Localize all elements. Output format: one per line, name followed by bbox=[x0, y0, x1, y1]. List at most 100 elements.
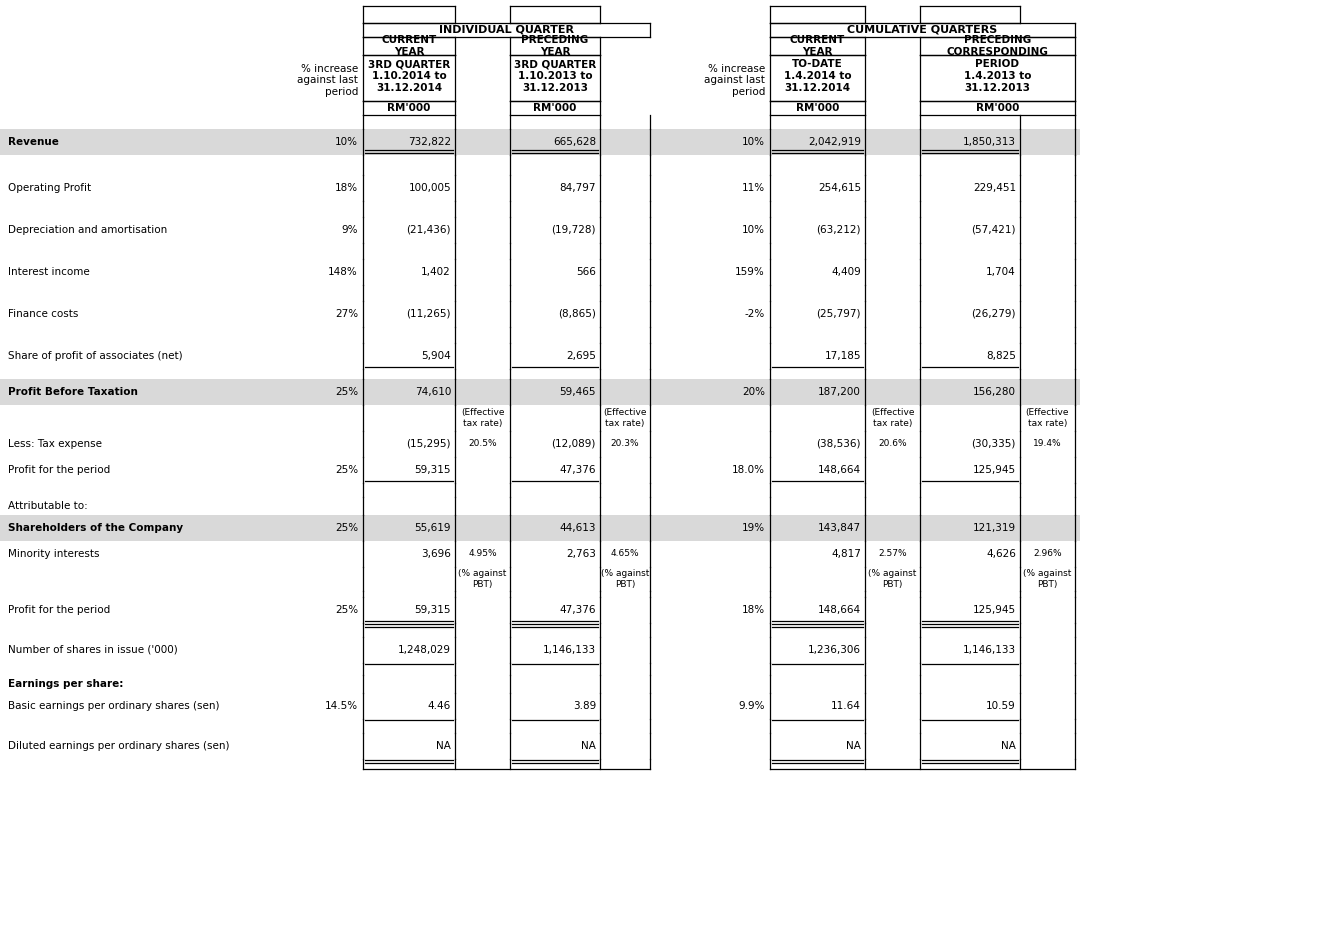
Text: RM'000: RM'000 bbox=[795, 103, 839, 113]
Bar bbox=[510, 101, 601, 115]
Text: 159%: 159% bbox=[735, 267, 765, 277]
Text: (% against
PBT): (% against PBT) bbox=[868, 570, 917, 589]
Text: Share of profit of associates (net): Share of profit of associates (net) bbox=[8, 351, 183, 361]
Text: PRECEDING
CORRESPONDING: PRECEDING CORRESPONDING bbox=[947, 35, 1048, 57]
Text: Number of shares in issue ('000): Number of shares in issue ('000) bbox=[8, 645, 178, 655]
Bar bbox=[921, 101, 1075, 115]
Text: NA: NA bbox=[581, 741, 597, 751]
Bar bbox=[0, 515, 1080, 541]
Text: (63,212): (63,212) bbox=[817, 225, 861, 235]
Text: 11.64: 11.64 bbox=[831, 701, 861, 711]
Text: 148,664: 148,664 bbox=[818, 605, 861, 615]
Text: 732,822: 732,822 bbox=[408, 137, 450, 147]
Text: INDIVIDUAL QUARTER: INDIVIDUAL QUARTER bbox=[439, 25, 574, 35]
Text: 44,613: 44,613 bbox=[560, 523, 597, 533]
Text: Profit for the period: Profit for the period bbox=[8, 605, 111, 615]
Bar bbox=[0, 379, 1080, 405]
Text: 10.59: 10.59 bbox=[986, 701, 1015, 711]
Text: (8,865): (8,865) bbox=[558, 309, 597, 319]
Text: 74,610: 74,610 bbox=[415, 387, 450, 397]
Text: Attributable to:: Attributable to: bbox=[8, 501, 88, 511]
Text: NA: NA bbox=[1001, 741, 1015, 751]
Text: 14.5%: 14.5% bbox=[325, 701, 358, 711]
Text: 665,628: 665,628 bbox=[553, 137, 597, 147]
Text: (% against
PBT): (% against PBT) bbox=[458, 570, 507, 589]
Text: 1,704: 1,704 bbox=[986, 267, 1015, 277]
Text: (12,089): (12,089) bbox=[552, 439, 597, 449]
Text: 2,695: 2,695 bbox=[566, 351, 597, 361]
Text: TO-DATE
1.4.2014 to
31.12.2014: TO-DATE 1.4.2014 to 31.12.2014 bbox=[784, 59, 851, 92]
Text: (19,728): (19,728) bbox=[552, 225, 597, 235]
Text: (Effective
tax rate): (Effective tax rate) bbox=[871, 408, 914, 428]
Text: Less: Tax expense: Less: Tax expense bbox=[8, 439, 101, 449]
Text: 25%: 25% bbox=[335, 523, 358, 533]
Text: 148%: 148% bbox=[328, 267, 358, 277]
Bar bbox=[770, 6, 865, 23]
Text: 18.0%: 18.0% bbox=[732, 465, 765, 475]
Text: CURRENT
YEAR: CURRENT YEAR bbox=[382, 35, 437, 57]
Text: 566: 566 bbox=[576, 267, 597, 277]
Text: 10%: 10% bbox=[741, 137, 765, 147]
Text: 20.3%: 20.3% bbox=[611, 439, 639, 449]
Text: 4,626: 4,626 bbox=[986, 549, 1015, 559]
Text: PRECEDING
YEAR: PRECEDING YEAR bbox=[522, 35, 589, 57]
Text: -2%: -2% bbox=[744, 309, 765, 319]
Text: RM'000: RM'000 bbox=[533, 103, 577, 113]
Text: 1,146,133: 1,146,133 bbox=[963, 645, 1015, 655]
Text: 4.46: 4.46 bbox=[428, 701, 450, 711]
Bar bbox=[0, 129, 1080, 155]
Text: Shareholders of the Company: Shareholders of the Company bbox=[8, 523, 183, 533]
Text: PERIOD
1.4.2013 to
31.12.2013: PERIOD 1.4.2013 to 31.12.2013 bbox=[964, 59, 1031, 92]
Text: 9%: 9% bbox=[341, 225, 358, 235]
Bar bbox=[363, 6, 454, 23]
Text: 2,042,919: 2,042,919 bbox=[809, 137, 861, 147]
Text: % increase
against last
period: % increase against last period bbox=[705, 64, 765, 97]
Text: 17,185: 17,185 bbox=[824, 351, 861, 361]
Bar bbox=[363, 55, 454, 101]
Text: (25,797): (25,797) bbox=[817, 309, 861, 319]
Bar bbox=[363, 23, 651, 37]
Text: Profit Before Taxation: Profit Before Taxation bbox=[8, 387, 138, 397]
Text: 125,945: 125,945 bbox=[973, 465, 1015, 475]
Text: RM'000: RM'000 bbox=[387, 103, 431, 113]
Text: (57,421): (57,421) bbox=[972, 225, 1015, 235]
Text: 5,904: 5,904 bbox=[421, 351, 450, 361]
Text: Minority interests: Minority interests bbox=[8, 549, 100, 559]
Text: 3RD QUARTER
1.10.2014 to
31.12.2014: 3RD QUARTER 1.10.2014 to 31.12.2014 bbox=[367, 59, 450, 92]
Text: 19.4%: 19.4% bbox=[1034, 439, 1062, 449]
Text: 4.95%: 4.95% bbox=[468, 550, 497, 558]
Text: (Effective
tax rate): (Effective tax rate) bbox=[461, 408, 504, 428]
Text: 121,319: 121,319 bbox=[973, 523, 1015, 533]
Text: 25%: 25% bbox=[335, 605, 358, 615]
Bar bbox=[921, 55, 1075, 101]
Text: 254,615: 254,615 bbox=[818, 183, 861, 193]
Text: (11,265): (11,265) bbox=[407, 309, 450, 319]
Text: Depreciation and amortisation: Depreciation and amortisation bbox=[8, 225, 167, 235]
Bar bbox=[510, 6, 601, 23]
Text: 4,409: 4,409 bbox=[831, 267, 861, 277]
Text: CUMULATIVE QUARTERS: CUMULATIVE QUARTERS bbox=[847, 25, 997, 35]
Bar bbox=[770, 101, 865, 115]
Text: 125,945: 125,945 bbox=[973, 605, 1015, 615]
Text: 10%: 10% bbox=[335, 137, 358, 147]
Text: 55,619: 55,619 bbox=[415, 523, 450, 533]
Bar bbox=[770, 37, 865, 55]
Text: NA: NA bbox=[436, 741, 450, 751]
Text: 25%: 25% bbox=[335, 465, 358, 475]
Text: 3RD QUARTER
1.10.2013 to
31.12.2013: 3RD QUARTER 1.10.2013 to 31.12.2013 bbox=[514, 59, 597, 92]
Text: 18%: 18% bbox=[741, 605, 765, 615]
Text: 47,376: 47,376 bbox=[560, 605, 597, 615]
Bar bbox=[770, 23, 1075, 37]
Text: 156,280: 156,280 bbox=[973, 387, 1015, 397]
Bar bbox=[921, 37, 1075, 55]
Text: RM'000: RM'000 bbox=[976, 103, 1019, 113]
Text: 187,200: 187,200 bbox=[818, 387, 861, 397]
Bar bbox=[510, 37, 601, 55]
Text: 2.57%: 2.57% bbox=[878, 550, 907, 558]
Bar bbox=[510, 55, 601, 101]
Text: 2.96%: 2.96% bbox=[1034, 550, 1062, 558]
Text: 3,696: 3,696 bbox=[421, 549, 450, 559]
Text: (30,335): (30,335) bbox=[972, 439, 1015, 449]
Text: (26,279): (26,279) bbox=[972, 309, 1015, 319]
Text: 1,248,029: 1,248,029 bbox=[398, 645, 450, 655]
